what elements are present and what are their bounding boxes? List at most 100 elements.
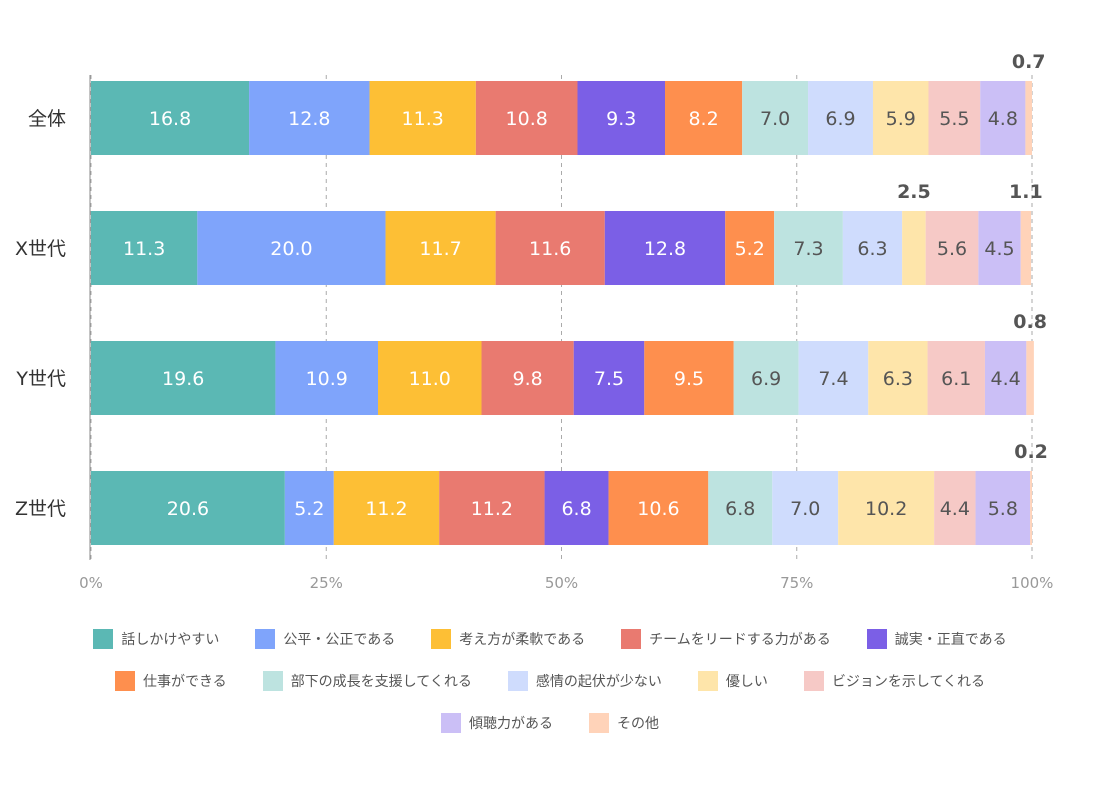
bar-segment [868,341,928,415]
legend-item[interactable]: 感情の起伏が少ない [507,670,662,692]
bar-segment [275,341,379,415]
bar-segment [91,341,276,415]
legend-swatch [697,671,718,691]
legend-label: チームをリードする力がある [649,632,831,648]
bar-segment [708,471,773,545]
bar-segment [774,211,843,285]
bar-segment [928,81,981,155]
legend-swatch [621,629,642,649]
bar-segment [91,471,285,545]
data-label: 11.2 [471,498,513,520]
bar-segment [475,81,578,155]
legend-item[interactable]: 話しかけやすい [93,628,219,650]
legend-swatch [441,713,461,733]
bar-segment [91,81,250,155]
bar-segment [249,81,370,155]
bar-segment [975,471,1031,545]
bar-segment [544,471,609,545]
bar-segment [495,211,605,285]
bar-segment [284,471,334,545]
data-label: 4.8 [988,108,1018,130]
bar-segment [665,81,743,155]
legend-swatch [589,713,609,733]
legend-item[interactable]: 優しい [697,670,768,692]
bar-segment [573,341,645,415]
bar-segment [842,211,903,285]
bar-segment [378,341,482,415]
y-category-label: 全体 [28,108,66,130]
data-label: 1.1 [1009,181,1043,203]
data-label: 11.0 [409,368,451,390]
bar-segment [984,341,1027,415]
data-label: 4.4 [940,498,970,520]
data-label: 19.6 [162,368,204,390]
data-label: 6.3 [883,368,913,390]
data-label: 6.9 [751,368,781,390]
bar-segment [872,81,929,155]
x-tick-label: 0% [79,574,103,592]
bar-segment [808,81,873,155]
legend-swatch [255,629,276,649]
legend-item[interactable]: 誠実・正直である [866,628,1007,650]
bar-segment [577,81,666,155]
data-label: 7.0 [790,498,820,520]
data-label: 7.3 [793,238,823,260]
legend-item[interactable]: 仕事ができる [114,670,227,692]
bar-segment [1026,341,1034,415]
data-label: 6.8 [561,498,591,520]
y-category-label: Y世代 [15,368,66,390]
bar-segment [608,471,709,545]
data-label: 5.8 [988,498,1018,520]
data-label: 5.9 [886,108,916,130]
legend-item[interactable]: ビジョンを示してくれる [803,670,986,692]
data-label: 12.8 [288,108,330,130]
legend-label: 考え方が柔軟である [459,632,586,648]
x-tick-label: 25% [310,574,343,592]
legend-item[interactable]: その他 [589,712,659,734]
data-label: 12.8 [644,238,686,260]
bar-segment [902,211,926,285]
stacked-bar-chart: 0% 25% 50% 75% 100% 全体 16.8 12.8 11.3 10.8 9.3 8.2 7… [15,51,1054,592]
legend-label: ビジョンを示してくれる [831,674,986,690]
bar-segment [197,211,386,285]
bar-segment [439,471,545,545]
data-label: 7.0 [760,108,790,130]
data-label: 9.3 [606,108,636,130]
data-label: 11.3 [402,108,444,130]
data-label: 10.8 [506,108,548,130]
legend-swatch [507,671,528,691]
x-tick-label: 75% [780,574,813,592]
legend-item[interactable]: 考え方が柔軟である [431,628,585,650]
legend-label: 仕事ができる [142,674,227,690]
data-label: 6.1 [941,368,971,390]
legend-label: 優しい [725,674,768,690]
legend-swatch [262,671,283,691]
data-label: 4.5 [984,238,1014,260]
legend-swatch [93,629,114,649]
legend-item[interactable]: 公平・公正である [255,628,395,650]
bar-segment [978,211,1021,285]
legend-item[interactable]: 部下の成長を支援してくれる [262,670,472,692]
legend-swatch [803,671,824,691]
bar-segment [980,81,1026,155]
bar-segment [385,211,496,285]
data-label: 20.6 [167,498,209,520]
y-category-label: Z世代 [15,498,66,520]
bar-segment [927,341,985,415]
data-label: 0.8 [1013,311,1047,333]
x-tick-label: 100% [1011,574,1054,592]
legend-label: 公平・公正である [283,632,396,648]
data-label: 4.4 [991,368,1021,390]
bar-segment [481,341,574,415]
legend-item[interactable]: チームをリードする力がある [621,628,831,650]
legend-item[interactable]: 傾聴力がある [441,712,553,734]
legend-swatch [114,671,135,691]
bar-segment [742,81,809,155]
data-label: 5.5 [939,108,969,130]
bar-segment [333,471,440,545]
bar-segment [733,341,799,415]
data-label: 8.2 [688,108,718,130]
data-label: 5.6 [937,238,967,260]
bar-segment [934,471,976,545]
